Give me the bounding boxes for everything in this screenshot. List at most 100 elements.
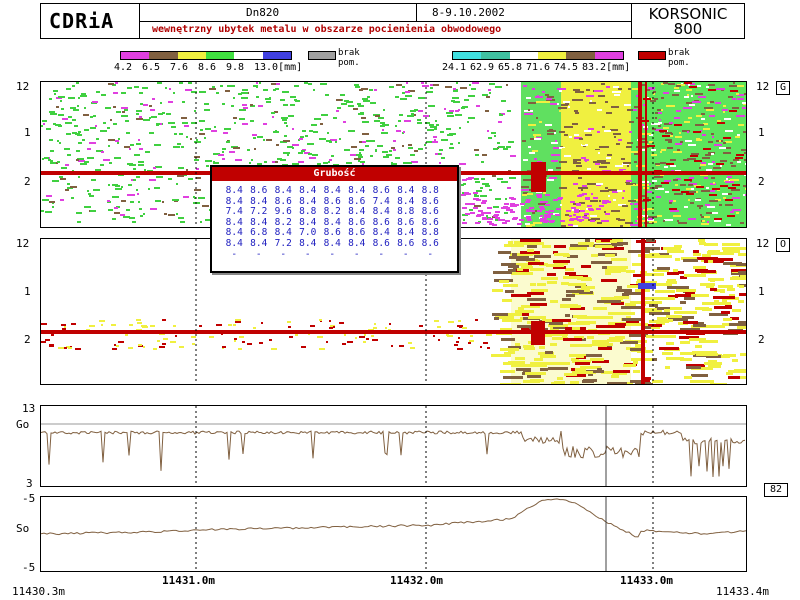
panel-g-ylabel-1: 1 (24, 126, 31, 139)
popup-cell: - (255, 248, 262, 260)
popup-cell: 8.6 (348, 195, 366, 207)
popup-cell: 8.6 (421, 206, 439, 218)
panel-g-canvas[interactable] (40, 81, 747, 228)
popup-cell: 8.8 (421, 185, 439, 196)
legend-label: 71.6 (526, 62, 551, 73)
legend-right-missing-label-2: pom. (668, 58, 690, 68)
panel-o-ylabel-right-1: 1 (758, 285, 765, 298)
popup-cell: 8.6 (421, 237, 439, 249)
legend-label: 83.2[mm] (582, 62, 631, 73)
popup-cell: 8.4 (372, 227, 390, 239)
popup-cell: 7.2 (274, 237, 292, 249)
panel-so-top: -5 (22, 492, 36, 505)
panel-so-canvas[interactable] (40, 496, 747, 572)
brand-name: KORSONIC (648, 5, 728, 23)
popup-cell: 8.4 (225, 216, 243, 228)
legend-label: 24.1 (442, 62, 467, 73)
inspection-date: 8-9.10.2002 (432, 6, 505, 19)
panel-g-marks (41, 82, 746, 227)
popup-cell: 8.6 (397, 237, 415, 249)
defect-description: wewnętrzny ubytek metalu w obszarze poci… (152, 24, 502, 35)
popup-cell: 7.4 (372, 195, 390, 207)
panel-g-ylabel-2: 2 (24, 175, 31, 188)
popup-cell: 8.4 (274, 185, 292, 196)
legend-label: 6.5 (142, 62, 161, 73)
legend-swatch (177, 52, 206, 59)
legend-label: 7.6 (170, 62, 189, 73)
popup-cell: - (329, 248, 336, 260)
legend-label: 13.0[mm] (254, 62, 303, 73)
popup-cell: 8.4 (323, 237, 341, 249)
popup-cell: 8.6 (323, 227, 341, 239)
popup-cell: 8.4 (225, 227, 243, 239)
popup-row: 8.4 8.4 8.6 8.4 8.6 8.6 7.4 8.4 8.6 (222, 195, 443, 208)
popup-cell: 6.8 (250, 227, 268, 239)
panel-o-ylabel-2: 2 (24, 333, 31, 346)
popup-cell: 8.4 (397, 185, 415, 196)
legend-swatch (149, 52, 178, 59)
legend-swatch (262, 52, 291, 59)
popup-cell: 8.4 (250, 216, 268, 228)
legend-swatch (453, 52, 482, 59)
popup-row: 8.4 6.8 8.4 7.0 8.6 8.6 8.4 8.4 8.8 (222, 228, 443, 239)
panel-go-value-box: 82 (764, 483, 788, 497)
panel-go-bottom: 3 (26, 477, 33, 490)
popup-cell: - (304, 248, 311, 260)
popup-cell: 8.6 (250, 185, 268, 196)
popup-cell: 8.6 (348, 227, 366, 239)
popup-row: 7.4 7.2 9.6 8.8 8.2 8.4 8.4 8.8 8.6 (222, 207, 443, 218)
popup-cell: 8.2 (323, 206, 341, 218)
panel-o-ylabel-12: 12 (16, 237, 30, 250)
popup-cell: 8.4 (299, 195, 317, 207)
popup-cell: 8.4 (299, 185, 317, 196)
popup-cell: 7.0 (299, 227, 317, 239)
legend-swatch (205, 52, 235, 59)
popup-row: 8.4 8.4 7.2 8.4 8.4 8.4 8.6 8.6 8.6 (222, 237, 443, 250)
panel-o-ylabel-1: 1 (24, 285, 31, 298)
popup-cell: 8.4 (323, 185, 341, 196)
popup-cell: 8.6 (421, 216, 439, 228)
logo-box: CDRiA (40, 3, 140, 39)
legend-label: 9.8 (226, 62, 245, 73)
x-axis-start: 11430.3m (12, 585, 65, 598)
panel-g-tag[interactable]: G (776, 81, 790, 95)
legend-left-missing-swatch (308, 51, 336, 60)
panel-o-canvas[interactable] (40, 238, 747, 385)
header-divider-v (416, 4, 417, 21)
popup-cell: - (402, 248, 409, 260)
popup-cell: 8.4 (250, 195, 268, 207)
popup-title[interactable]: Grubość (212, 167, 457, 181)
thickness-popup[interactable]: Grubość 8.4 8.6 8.4 8.4 8.4 8.4 8.6 8.4 8.8 8.4 8.… (210, 165, 459, 273)
legend-label: 8.6 (198, 62, 217, 73)
popup-cell: 7.4 (225, 206, 243, 218)
legend-left: brak pom. 4.2 6.5 7.6 8.6 9.8 13.0[mm] (114, 48, 380, 75)
popup-cell: 8.4 (397, 227, 415, 239)
panel-go-top: 13 (22, 402, 36, 415)
panel-o-marks (41, 239, 746, 384)
legend-right-missing-swatch (638, 51, 666, 60)
panel-go-canvas[interactable] (40, 405, 747, 487)
popup-cell: 8.6 (323, 195, 341, 207)
panel-o-ylabel-right-12: 12 (756, 237, 770, 250)
popup-cell: 8.4 (274, 227, 292, 239)
popup-cell: 8.4 (348, 185, 366, 196)
brand-model: 800 (673, 20, 703, 38)
legend-swatch (509, 52, 538, 59)
popup-cell: 8.4 (372, 206, 390, 218)
popup-row: 8.4 8.4 8.2 8.4 8.4 8.6 8.6 8.6 8.6 (222, 216, 443, 229)
popup-cell: 8.4 (299, 237, 317, 249)
legend-label: 62.9 (470, 62, 495, 73)
legend-swatch (234, 52, 263, 59)
popup-cell: 8.4 (397, 195, 415, 207)
panel-o-tag[interactable]: O (776, 238, 790, 252)
popup-cell: - (231, 248, 238, 260)
popup-cell: 8.4 (323, 216, 341, 228)
legend-left-missing-label-2: pom. (338, 58, 360, 68)
header-info-box: Dn820 8-9.10.2002 wewnętrzny ubytek meta… (139, 3, 632, 39)
popup-cell: 8.4 (348, 237, 366, 249)
popup-cell: - (280, 248, 287, 260)
panel-g-ylabel-right-1: 1 (758, 126, 765, 139)
popup-cell: 8.6 (397, 216, 415, 228)
popup-cell: 8.8 (299, 206, 317, 218)
legend-swatch (594, 52, 623, 59)
